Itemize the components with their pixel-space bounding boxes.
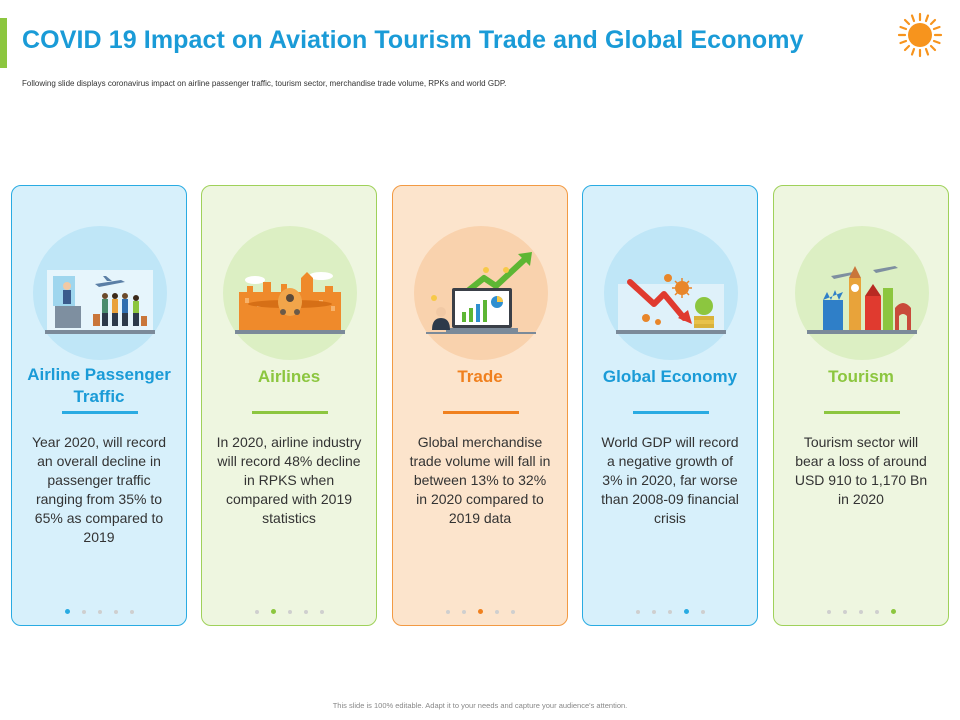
dot: [113, 609, 118, 614]
card-airline-passenger-traffic: Airline Passenger Traffic Year 2020, wil…: [11, 185, 187, 626]
airplane-cityscape-icon: [235, 272, 345, 334]
pagination-dots: [393, 603, 567, 621]
dot: [510, 609, 515, 614]
dot: [477, 609, 483, 615]
heading-underline: [252, 411, 328, 414]
world-landmarks-icon: [807, 266, 917, 334]
trade-growth-icon: [426, 252, 536, 334]
card-illustration: [33, 226, 167, 360]
dot: [651, 609, 656, 614]
dot: [858, 609, 863, 614]
card-body: In 2020, airline industry will record 48…: [216, 434, 362, 526]
dot: [842, 609, 847, 614]
economy-decline-virus-icon: [616, 274, 726, 334]
card-heading: Airline Passenger Traffic: [27, 365, 171, 406]
page-subtitle: Following slide displays coronavirus imp…: [22, 79, 507, 88]
dot: [826, 609, 831, 614]
card-body: Tourism sector will bear a loss of aroun…: [794, 434, 928, 507]
card-body: Year 2020, will record an overall declin…: [31, 434, 167, 545]
title-accent-bar: [0, 18, 7, 68]
card-illustration: [795, 226, 929, 360]
dot: [270, 609, 276, 615]
dot: [303, 609, 308, 614]
airport-passengers-icon: [45, 270, 155, 334]
card-heading: Trade: [457, 367, 503, 386]
card-heading: Global Economy: [602, 367, 738, 386]
card-global-economy: Global Economy World GDP will record a n…: [582, 185, 758, 626]
dot: [81, 609, 86, 614]
dot: [700, 609, 705, 614]
card-airlines: Airlines In 2020, airline industry will …: [201, 185, 377, 626]
page-title: COVID 19 Impact on Aviation Tourism Trad…: [22, 26, 804, 54]
card-body: Global merchandise trade volume will fal…: [409, 434, 551, 526]
card-heading: Tourism: [828, 367, 894, 386]
card-heading: Airlines: [257, 367, 321, 386]
dot: [129, 609, 134, 614]
dot: [683, 609, 689, 615]
card-illustration: [414, 226, 548, 360]
dot: [461, 609, 466, 614]
heading-underline: [443, 411, 519, 414]
card-body: World GDP will record a negative growth …: [601, 434, 739, 526]
dot: [635, 609, 640, 614]
dot: [64, 609, 70, 615]
heading-underline: [633, 411, 709, 414]
pagination-dots: [12, 603, 186, 621]
footer-note: This slide is 100% editable. Adapt it to…: [332, 701, 628, 710]
dot: [667, 609, 672, 614]
pagination-dots: [202, 603, 376, 621]
card-illustration: [223, 226, 357, 360]
dot: [874, 609, 879, 614]
dot: [494, 609, 499, 614]
card-trade: Trade Global merchandise trade volume wi…: [392, 185, 568, 626]
pagination-dots: [774, 603, 948, 621]
card-tourism: Tourism Tourism sector will bear a loss …: [773, 185, 949, 626]
dot: [445, 609, 450, 614]
dot: [287, 609, 292, 614]
sun-icon: [897, 12, 943, 58]
heading-underline: [824, 411, 900, 414]
dot: [254, 609, 259, 614]
pagination-dots: [583, 603, 757, 621]
dot: [319, 609, 324, 614]
card-illustration: [604, 226, 738, 360]
heading-underline: [62, 411, 138, 414]
dot: [890, 609, 896, 615]
dot: [97, 609, 102, 614]
